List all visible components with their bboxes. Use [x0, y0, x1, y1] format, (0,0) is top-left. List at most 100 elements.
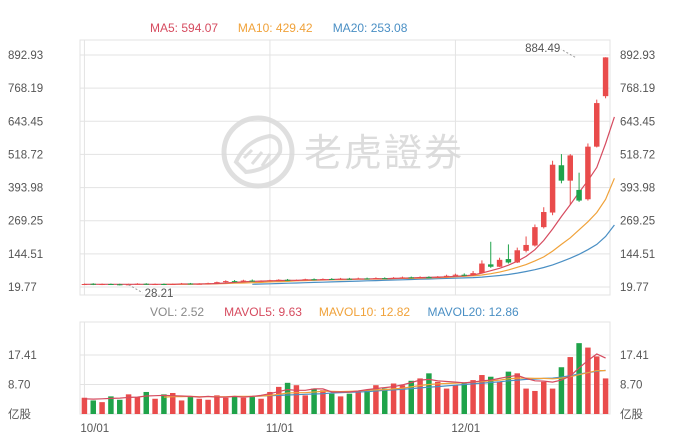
volume-tick-label-left: 17.41: [8, 350, 37, 362]
volume-bar: [337, 396, 344, 414]
ma20-line: [252, 224, 615, 285]
candle-body: [81, 284, 88, 286]
volume-bar: [320, 390, 326, 414]
candle-body: [170, 284, 176, 286]
volume-tick-label-right: 亿股: [620, 408, 643, 421]
candle-body: [311, 279, 317, 281]
volume-bar: [170, 392, 176, 414]
candle-body: [364, 278, 370, 280]
candle-body: [276, 279, 282, 281]
high-marker-leader: [560, 48, 576, 58]
volume-bar: [284, 382, 291, 414]
volume-bar: [364, 389, 370, 414]
candle-body: [443, 275, 450, 277]
volume-bar: [143, 391, 149, 414]
volume-bar: [461, 383, 467, 414]
volume-bar: [390, 383, 397, 414]
candles: [81, 57, 609, 286]
volume-bar: [417, 378, 423, 414]
volume-bar: [382, 388, 388, 414]
axis-labels: 892.93 892.93 768.19 768.19 643.45 643.45 518.…: [8, 50, 655, 435]
candle-body: [134, 283, 141, 285]
price-tick-label-left: 768.19: [8, 83, 43, 95]
price-panel-frame: [79, 39, 611, 296]
volume-bar: [399, 385, 406, 414]
price-legend-entry: MA20: 253.08: [333, 21, 408, 35]
date-tick-label: 11/01: [266, 423, 294, 435]
candle-body: [408, 277, 414, 279]
candle-body: [258, 280, 264, 282]
date-tick-label: 12/01: [451, 423, 480, 435]
price-tick-label-right: 892.93: [620, 50, 655, 62]
price-legend-entry: MA10: 429.42: [238, 21, 313, 35]
candle-body: [541, 212, 547, 228]
candle-body: [99, 284, 105, 286]
candle-body: [117, 284, 123, 286]
mavol5-line: [84, 353, 606, 400]
candle-body: [329, 278, 335, 280]
candle-body: [479, 263, 485, 274]
price-tick-label-right: 144.51: [620, 249, 655, 261]
volume-bar: [99, 402, 105, 414]
volume-bar: [249, 397, 255, 414]
candle-body: [205, 283, 211, 285]
ma10-line: [163, 178, 615, 285]
volume-bar: [479, 375, 485, 414]
candle-body: [249, 280, 255, 282]
candle-body: [417, 277, 423, 279]
volume-bar: [302, 395, 308, 414]
candle-body: [143, 283, 149, 285]
candle-body: [461, 274, 467, 276]
price-tick-label-left: 19.77: [8, 282, 37, 294]
candle-body: [231, 281, 238, 283]
candle-body: [576, 189, 582, 201]
candle-body: [320, 278, 326, 280]
volume-tick-label-left: 亿股: [8, 408, 31, 421]
candle-body: [178, 283, 185, 285]
volume-bar: [549, 388, 556, 414]
volume-bar: [205, 399, 211, 414]
candle-body: [523, 244, 529, 251]
volume-bar: [329, 393, 335, 414]
volume-legend-entry: MAVOL10: 12.82: [319, 305, 410, 319]
candle-body: [187, 283, 194, 285]
volume-legend-entry: MAVOL5: 9.63: [224, 305, 302, 319]
candle-body: [240, 280, 247, 282]
candle-body: [161, 284, 167, 286]
price-tick-label-right: 269.25: [620, 216, 655, 228]
candle-body: [496, 259, 503, 267]
volume-bar: [496, 381, 503, 414]
price-legend: MA5: 594.07 MA10: 429.42 MA20: 253.08: [150, 21, 408, 35]
volume-panel-frame: [79, 321, 611, 415]
price-tick-label-left: 144.51: [8, 249, 43, 261]
volume-bar: [161, 394, 167, 414]
volume-legend-entry: MAVOL20: 12.86: [428, 305, 519, 319]
volume-bar: [488, 376, 494, 414]
volume-bar: [134, 397, 141, 414]
candle-body: [426, 277, 432, 279]
candle-body: [399, 277, 406, 279]
tiger-logo-icon: [221, 115, 295, 189]
volume-average-lines: [84, 353, 606, 400]
volume-bar: [293, 385, 300, 414]
candle-body: [602, 57, 609, 97]
volume-bar: [532, 390, 538, 414]
volume-bar: [196, 398, 202, 414]
volume-bar: [594, 356, 600, 414]
candle-body: [514, 250, 520, 263]
volume-bar: [178, 400, 185, 414]
volume-bar: [223, 397, 229, 414]
volume-bar: [240, 397, 247, 414]
grid: [79, 39, 611, 415]
candle-body: [488, 264, 494, 267]
candle-body: [549, 164, 556, 213]
volume-bar: [267, 391, 273, 414]
candle-body: [346, 278, 353, 280]
candle-body: [567, 155, 573, 181]
candle-body: [452, 274, 459, 276]
candle-body: [108, 284, 114, 286]
candle-body: [532, 227, 538, 246]
volume-bar: [567, 357, 573, 414]
